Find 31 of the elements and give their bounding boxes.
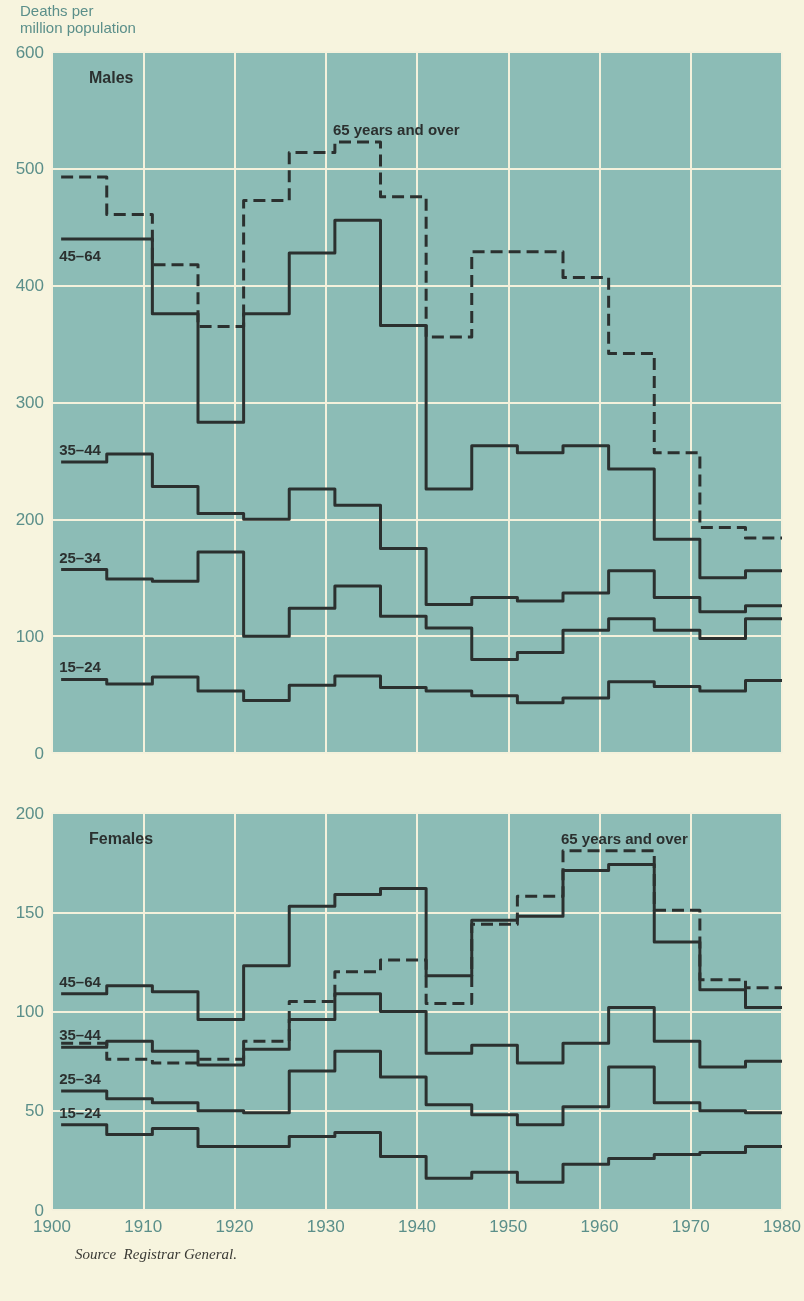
x-tick-label: 1930 [306, 1217, 345, 1236]
source-note: Source Registrar General. [75, 1245, 237, 1262]
x-tick-label: 1950 [489, 1217, 528, 1236]
y-tick-label: 100 [15, 1002, 44, 1021]
x-tick-label: 1980 [763, 1217, 801, 1236]
y-tick-label: 600 [15, 42, 44, 62]
x-tick-label: 1900 [33, 1217, 71, 1236]
y-tick-label: 150 [15, 902, 44, 922]
y-tick-label: 500 [15, 159, 44, 179]
series-label: 25–34 [59, 1069, 102, 1087]
series-label: 35–44 [59, 441, 102, 459]
series-label: 25–34 [59, 548, 102, 566]
x-tick-label: 1910 [124, 1217, 163, 1236]
series-label: 35–44 [59, 1026, 102, 1044]
y-tick-label: 200 [15, 803, 44, 823]
y-tick-label: 0 [34, 1200, 44, 1220]
text: Males [89, 68, 134, 86]
x-tick-label: 1960 [580, 1217, 619, 1236]
x-tick-label: 1940 [398, 1217, 436, 1236]
x-tick-label: 1920 [215, 1217, 254, 1236]
y-tick-label: 50 [25, 1101, 44, 1121]
y-axis-title: Deaths per million population [20, 2, 136, 36]
x-tick-label: 1970 [671, 1217, 710, 1236]
series-label: 15–24 [59, 658, 102, 676]
y-tick-label: 100 [15, 626, 44, 646]
y-tick-label: 0 [34, 743, 44, 763]
y-tick-label: 300 [15, 393, 44, 412]
y-tick-label: 400 [15, 276, 44, 296]
y-tick-label: 200 [15, 509, 44, 529]
series-label: 45–64 [59, 246, 102, 264]
series-label: 45–64 [59, 972, 102, 990]
